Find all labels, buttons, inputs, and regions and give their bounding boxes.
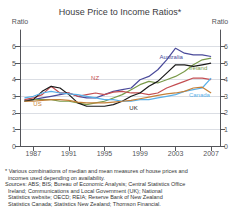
svg-text:6: 6 — [224, 43, 228, 50]
svg-text:incomes used depending on avai: incomes used depending on availability. — [5, 175, 105, 181]
svg-text:2: 2 — [224, 109, 228, 116]
svg-text:Ireland: Ireland — [189, 65, 207, 71]
svg-text:5: 5 — [224, 60, 228, 67]
svg-text:6: 6 — [12, 43, 16, 50]
svg-text:4: 4 — [12, 76, 16, 83]
svg-text:3: 3 — [12, 93, 16, 100]
svg-text:Ratio: Ratio — [12, 18, 28, 25]
svg-text:Canada: Canada — [189, 92, 211, 98]
svg-text:1: 1 — [12, 126, 16, 133]
svg-text:5: 5 — [12, 60, 16, 67]
svg-text:US: US — [33, 101, 41, 107]
svg-text:1995: 1995 — [97, 150, 113, 157]
svg-text:2007: 2007 — [203, 150, 219, 157]
svg-text:Australia: Australia — [160, 54, 184, 60]
svg-text:1987: 1987 — [26, 150, 42, 157]
svg-text:0: 0 — [12, 143, 16, 150]
svg-text:1991: 1991 — [61, 150, 77, 157]
svg-text:Statistics website; OECD; REIA: Statistics website; OECD; REIA; Reserve … — [5, 194, 163, 200]
svg-text:UK: UK — [129, 105, 137, 111]
svg-text:Ireland; Communications and Lo: Ireland; Communications and Local Govern… — [5, 188, 162, 194]
svg-text:NZ: NZ — [91, 75, 99, 81]
svg-text:Ratio: Ratio — [212, 18, 228, 25]
svg-text:2003: 2003 — [168, 150, 184, 157]
svg-text:2: 2 — [12, 109, 16, 116]
svg-text:* Various combinations of medi: * Various combinations of median and mea… — [5, 168, 188, 174]
svg-text:4: 4 — [224, 76, 228, 83]
svg-text:3: 3 — [224, 93, 228, 100]
svg-text:Sources: ABS; BIS; Bureau of E: Sources: ABS; BIS; Bureau of Economic An… — [5, 181, 185, 187]
svg-text:0: 0 — [224, 143, 228, 150]
svg-text:Statistics Canada; Statistics: Statistics Canada; Statistics New Zealan… — [5, 201, 161, 207]
svg-text:House Price to Income Ratios*: House Price to Income Ratios* — [59, 7, 182, 17]
svg-text:1: 1 — [224, 126, 228, 133]
svg-text:1999: 1999 — [132, 150, 148, 157]
